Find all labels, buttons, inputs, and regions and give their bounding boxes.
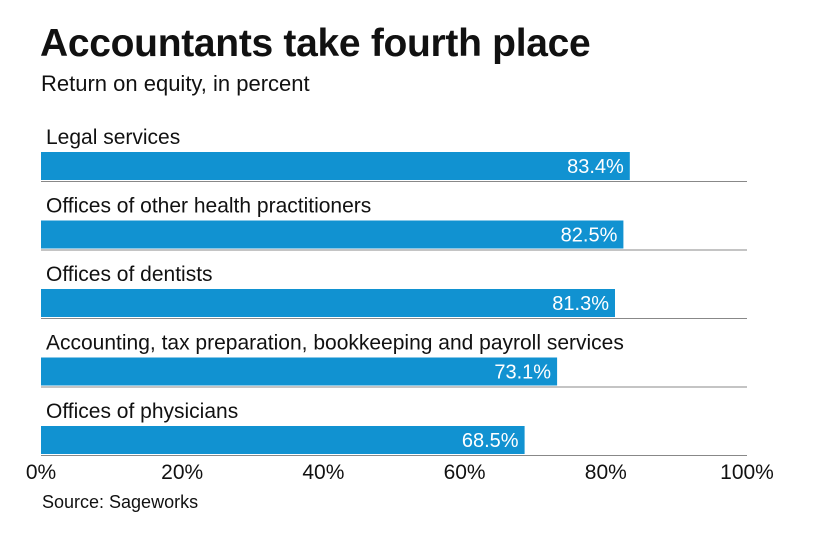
x-tick-label: 60% bbox=[444, 461, 486, 484]
bar bbox=[41, 289, 615, 317]
category-label: Legal services bbox=[46, 126, 180, 149]
value-label: 83.4% bbox=[567, 156, 624, 178]
x-tick-label: 40% bbox=[302, 461, 344, 484]
x-tick-label: 0% bbox=[26, 461, 56, 484]
category-label: Offices of dentists bbox=[46, 263, 213, 286]
category-label: Accounting, tax preparation, bookkeeping… bbox=[46, 332, 624, 355]
value-label: 73.1% bbox=[494, 362, 551, 384]
category-label: Offices of physicians bbox=[46, 400, 238, 423]
bar bbox=[41, 426, 525, 454]
chart-title: Accountants take fourth place bbox=[40, 22, 591, 65]
x-tick-label: 100% bbox=[720, 461, 774, 484]
bar bbox=[41, 220, 624, 249]
source-note: Source: Sageworks bbox=[42, 492, 199, 512]
bar bbox=[41, 357, 558, 386]
value-label: 68.5% bbox=[462, 430, 519, 452]
value-label: 82.5% bbox=[561, 225, 618, 247]
x-tick-label: 20% bbox=[161, 461, 203, 484]
bar bbox=[41, 152, 630, 180]
x-tick-label: 80% bbox=[585, 461, 627, 484]
chart-subtitle: Return on equity, in percent bbox=[41, 71, 310, 96]
value-label: 81.3% bbox=[552, 293, 609, 315]
category-label: Offices of other health practitioners bbox=[46, 195, 371, 218]
